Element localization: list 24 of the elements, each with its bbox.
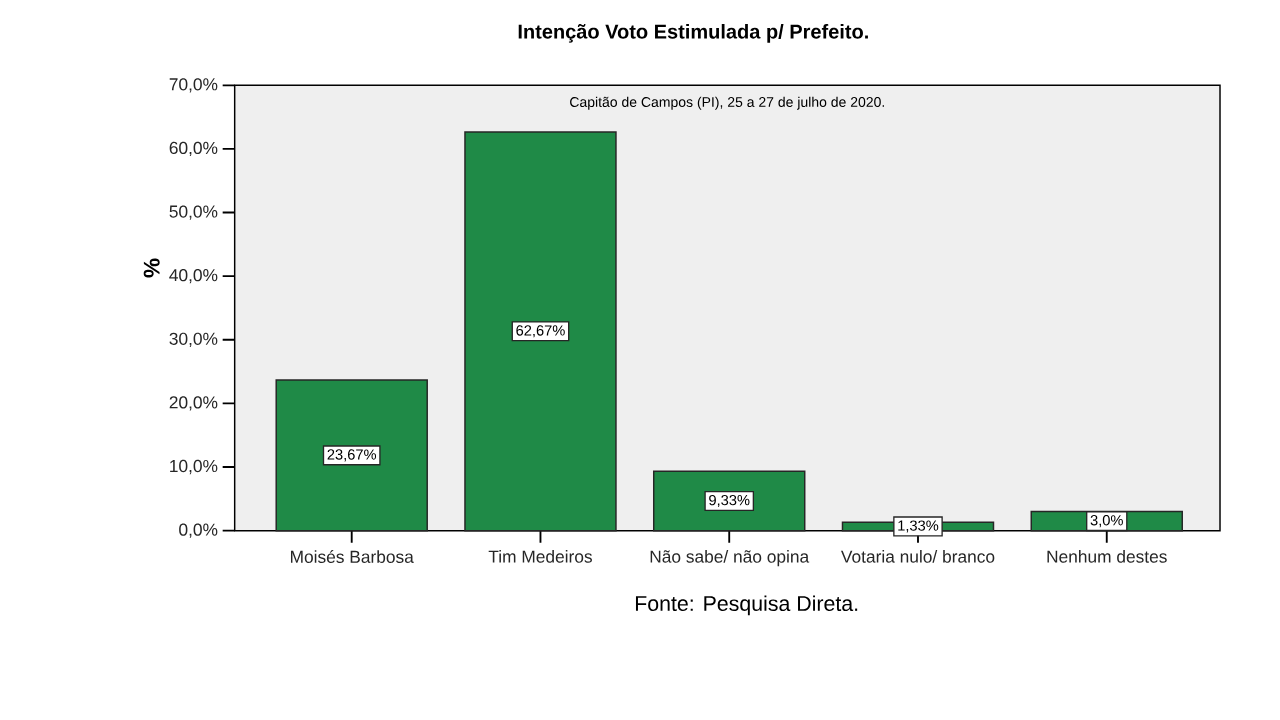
y-axis-title: % <box>143 258 160 278</box>
chart-title: Intenção Voto Estimulada p/ Prefeito. <box>518 24 868 43</box>
bar <box>464 131 617 532</box>
y-tick-label: 50,0% <box>169 205 218 220</box>
x-tick-label: Moisés Barbosa <box>290 550 414 563</box>
y-tick-label: 10,0% <box>170 459 218 475</box>
x-tick-label: Não sabe/ não opina <box>650 550 810 567</box>
y-tick-label: 70,0% <box>169 78 218 93</box>
source-note: Fonte: Pesquisa Direta. <box>635 595 858 616</box>
data-label: 23,67% <box>327 449 377 462</box>
x-tick-label: Votaria nulo/ branco <box>840 550 995 563</box>
y-tick-label: 60,0% <box>169 141 218 157</box>
y-tick-label: 40,0% <box>169 269 218 284</box>
data-label: 1,33% <box>898 520 939 533</box>
text: Capitão de Campos (PI), 25 a 27 de julho de 2020. <box>570 96 884 110</box>
x-tick-label: Tim Medeiros <box>488 550 592 563</box>
y-tick-label: 20,0% <box>169 396 218 411</box>
data-label: 3,0% <box>1090 515 1123 528</box>
data-label: 9,33% <box>709 494 750 508</box>
data-label: 62,67% <box>516 325 565 338</box>
x-tick-label: Nenhum destes <box>1047 550 1167 563</box>
y-tick-label: 30,0% <box>169 332 218 347</box>
bar <box>275 379 428 532</box>
y-tick-label: 0,0% <box>179 523 218 538</box>
